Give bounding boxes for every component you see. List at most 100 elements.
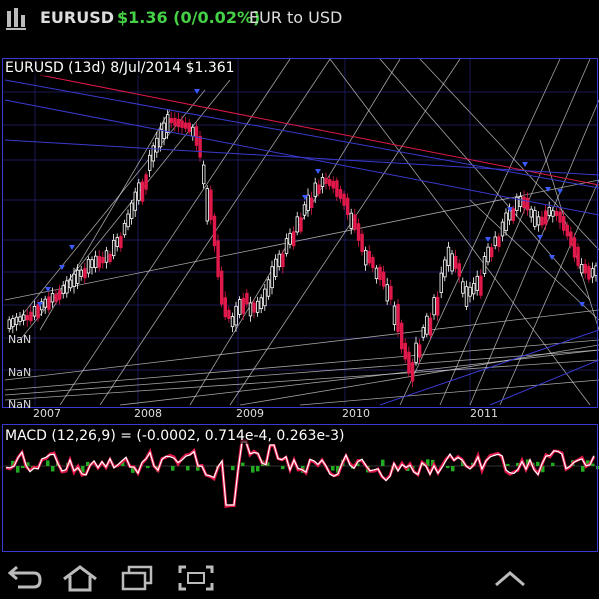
price-chart-panel[interactable] <box>2 58 598 408</box>
candle-body <box>173 117 177 126</box>
candle-body <box>342 193 346 206</box>
candle-body <box>144 174 148 190</box>
signal-marker <box>59 265 65 270</box>
macd-histogram-bar <box>21 466 25 469</box>
candle-body <box>83 268 87 279</box>
candle-body <box>11 318 15 328</box>
fan-line <box>239 344 599 406</box>
trend-line <box>39 74 599 186</box>
candle-body <box>277 253 281 268</box>
back-icon[interactable] <box>4 563 44 593</box>
macd-histogram-bar <box>266 462 270 466</box>
candle-body <box>54 293 58 302</box>
candle-body <box>61 285 65 294</box>
candle-body <box>414 342 418 363</box>
signal-marker <box>549 255 555 260</box>
candle-body <box>320 177 325 187</box>
chevron-up-icon[interactable] <box>490 563 530 593</box>
candle-body <box>338 189 343 199</box>
candle-body <box>486 246 490 263</box>
candle-body <box>97 256 101 268</box>
signal-marker <box>537 235 543 240</box>
candle-body <box>50 293 55 303</box>
candle-body <box>212 215 217 247</box>
home-icon[interactable] <box>60 563 100 593</box>
candle-body <box>439 272 443 293</box>
candle-body <box>252 302 256 313</box>
x-tick-label: 2007 <box>33 407 61 420</box>
candle-body <box>335 180 339 197</box>
fan-line <box>379 58 591 301</box>
macd-histogram-bar <box>356 463 360 466</box>
candle-body <box>65 280 69 294</box>
macd-line <box>5 441 595 506</box>
candle-body <box>255 300 260 313</box>
candle-body <box>21 314 26 321</box>
candle-body <box>327 179 332 187</box>
candle-body <box>587 265 591 280</box>
macd-histogram-bar <box>581 466 585 472</box>
fan-line <box>329 58 591 406</box>
candle-body <box>259 297 263 309</box>
fan-line <box>439 58 591 406</box>
macd-chart-panel[interactable] <box>2 424 598 552</box>
candle-body <box>428 317 433 336</box>
candle-body <box>421 327 425 338</box>
candle-body <box>90 259 94 269</box>
candle-body <box>133 191 137 211</box>
screenshot-icon[interactable] <box>176 563 216 593</box>
fan-line <box>469 199 599 321</box>
candle-body <box>158 128 163 148</box>
candle-body <box>7 319 11 329</box>
candle-body <box>299 217 303 232</box>
candle-body <box>25 315 29 321</box>
candle-body <box>446 246 451 266</box>
trend-line <box>4 139 599 176</box>
candle-body <box>108 253 112 262</box>
x-tick-label: 2010 <box>342 407 370 420</box>
candle-body <box>76 269 80 284</box>
macd-histogram-bar <box>251 466 255 473</box>
candle-body <box>317 184 321 194</box>
signal-marker <box>302 195 308 200</box>
candle-body <box>457 263 461 277</box>
system-nav-bar <box>0 555 599 599</box>
candle-body <box>562 216 566 231</box>
macd-histogram-bar <box>426 459 430 466</box>
candle-body <box>291 231 296 247</box>
candle-body <box>385 284 389 302</box>
recent-apps-icon[interactable] <box>117 563 157 593</box>
candle-body <box>155 137 159 153</box>
candle-body <box>187 122 191 133</box>
candle-body <box>115 237 119 247</box>
macd-histogram-bar <box>241 462 245 466</box>
price-chart-title: EURUSD (13d) 8/Jul/2014 $1.361 <box>4 60 236 76</box>
signal-marker <box>69 245 75 250</box>
candle-body <box>576 246 580 266</box>
candle-body <box>392 305 397 325</box>
candle-body <box>43 298 47 308</box>
fan-line <box>229 58 461 406</box>
candle-body <box>396 304 400 332</box>
fan-line <box>4 179 599 301</box>
y-tick-label: NaN <box>8 398 32 411</box>
candle-body <box>230 316 235 328</box>
signal-marker <box>557 189 563 194</box>
candle-body <box>309 197 314 209</box>
candle-body <box>551 210 555 217</box>
macd-histogram-bar <box>586 460 590 466</box>
macd-histogram-bar <box>541 466 545 473</box>
candle-body <box>504 212 508 232</box>
bars-menu-icon[interactable] <box>6 8 26 30</box>
candle-body <box>540 216 544 226</box>
candle-body <box>565 224 569 237</box>
candle-body <box>205 188 209 222</box>
candle-body <box>360 233 364 252</box>
candle-body <box>104 250 109 263</box>
symbol-label[interactable]: EURUSD <box>40 8 115 27</box>
candle-body <box>569 231 573 246</box>
candle-body <box>284 238 289 254</box>
quote-label: $1.36 (0/0.02%) <box>117 8 261 27</box>
signal-marker <box>579 302 585 307</box>
